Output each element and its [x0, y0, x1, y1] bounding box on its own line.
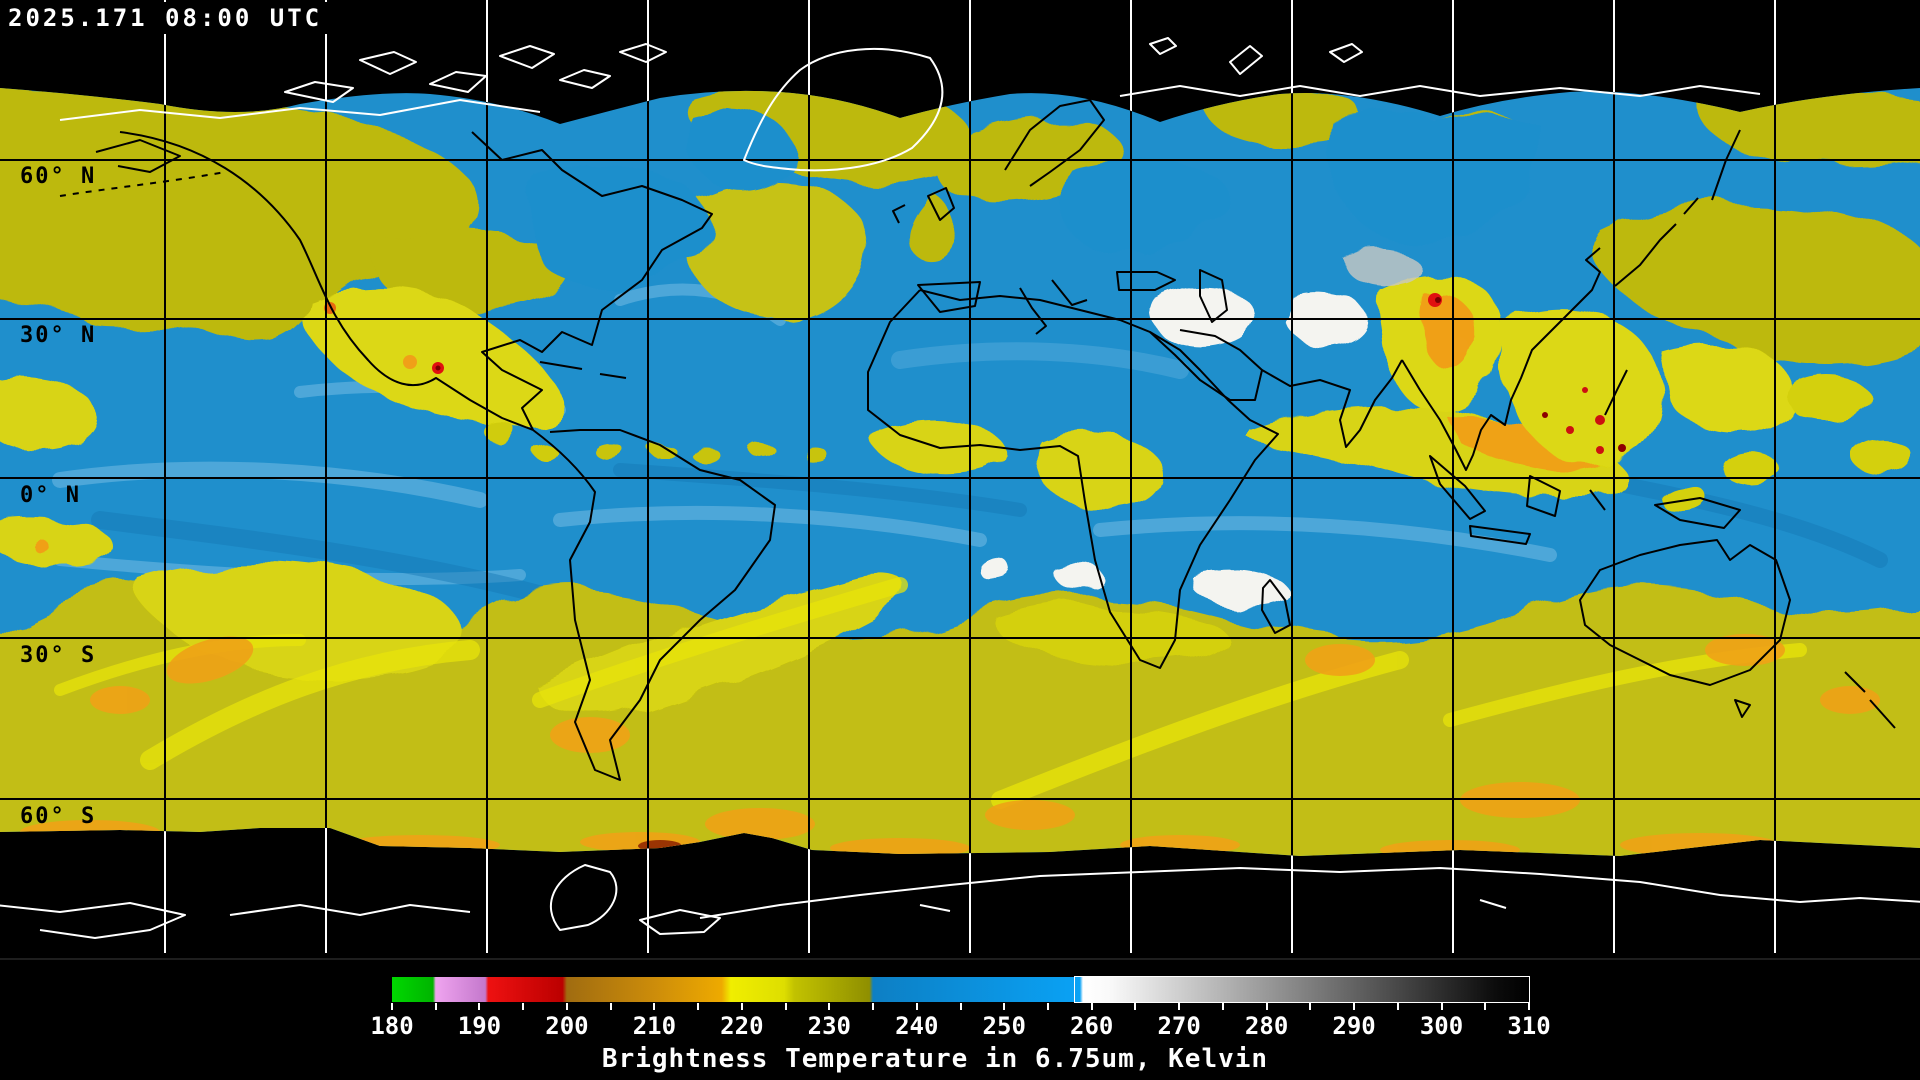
latitude-label-0n: 0° N	[20, 483, 81, 508]
colorbar-label-250: 250	[982, 1012, 1026, 1040]
colorbar-label-230: 230	[807, 1012, 851, 1040]
colorbar-label-180: 180	[370, 1012, 414, 1040]
gray-surface-patch	[1340, 249, 1422, 286]
colorbar-tick-230	[828, 1003, 831, 1010]
colorbar-tick-290	[1353, 1003, 1356, 1010]
colorbar-tick-285	[1309, 1003, 1312, 1010]
colorbar-label-200: 200	[545, 1012, 589, 1040]
colorbar-label-290: 290	[1332, 1012, 1376, 1040]
colorbar-tick-210	[653, 1003, 656, 1010]
northern-blue-gaps	[525, 111, 1549, 289]
colorbar-tick-195	[522, 1003, 525, 1010]
colorbar-tick-215	[697, 1003, 700, 1010]
latitude-label-30s: 30° S	[20, 643, 97, 668]
colorbar-tick-280	[1265, 1003, 1268, 1010]
colorbar-label-210: 210	[632, 1012, 677, 1040]
continent-coastlines	[59, 99, 1896, 781]
colorbar-tick-275	[1221, 1003, 1224, 1010]
timestamp-label: 2025.171 08:00 UTC	[6, 2, 333, 34]
latitude-label-30n: 30° N	[20, 323, 97, 348]
brightness-temperature-field	[0, 88, 1920, 856]
colorbar-tick-185	[434, 1003, 437, 1010]
colorbar-caption: Brightness Temperature in 6.75um, Kelvin	[601, 1044, 1269, 1074]
colorbar-tick-245	[959, 1003, 962, 1010]
colorbar-label-240: 240	[895, 1012, 939, 1040]
colorbar-tick-220	[740, 1003, 743, 1010]
latitude-label-60s: 60° S	[20, 804, 97, 829]
colorbar-dark-end-outline	[1074, 976, 1530, 1003]
colorbar-tick-235	[872, 1003, 875, 1010]
colorbar-tick-255	[1046, 1003, 1049, 1010]
colorbar-tick-250	[1003, 1003, 1006, 1010]
map-bottom-divider	[0, 958, 1920, 960]
colorbar-tick-270	[1178, 1003, 1181, 1010]
colorbar-label-220: 220	[720, 1012, 764, 1040]
colorbar-label-270: 270	[1157, 1012, 1201, 1040]
temperature-colorbar	[392, 977, 1529, 1002]
colorbar-tick-240	[915, 1003, 918, 1010]
colorbar-tick-300	[1440, 1003, 1443, 1010]
colorbar-tick-200	[565, 1003, 568, 1010]
colorbar-label-300: 300	[1419, 1012, 1464, 1040]
polar-coastlines-white	[0, 37, 1920, 939]
world-map-canvas	[0, 0, 1920, 955]
colorbar-label-310: 310	[1507, 1012, 1551, 1040]
meridian-gridlines-black	[164, 88, 1776, 856]
colorbar-tick-260	[1090, 1003, 1093, 1010]
colorbar-label-260: 260	[1070, 1012, 1114, 1040]
colorbar-tick-310	[1528, 1003, 1530, 1010]
colorbar-label-190: 190	[457, 1012, 502, 1040]
colorbar-tick-295	[1396, 1003, 1399, 1010]
latitude-label-60n: 60° N	[20, 164, 97, 189]
colorbar-tick-225	[784, 1003, 787, 1010]
colorbar-tick-265	[1134, 1003, 1137, 1010]
colorbar-tick-205	[609, 1003, 612, 1010]
colorbar-tick-180	[391, 1003, 393, 1010]
tropical-convection	[0, 275, 1910, 567]
colorbar-tick-190	[478, 1003, 481, 1010]
colorbar-label-280: 280	[1244, 1012, 1289, 1040]
colorbar-tick-305	[1484, 1003, 1487, 1010]
